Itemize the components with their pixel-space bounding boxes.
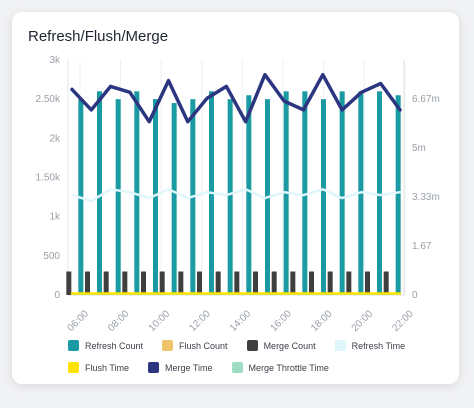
merge-count-bar	[141, 271, 146, 295]
legend-label: Refresh Count	[85, 340, 144, 351]
legend-label: Merge Count	[263, 340, 316, 351]
legend-item[interactable]: Flush Count	[162, 340, 228, 351]
y-right-tick-label: 0	[412, 290, 418, 301]
y-left-tick-label: 0	[54, 290, 60, 301]
refresh-count-bar	[153, 99, 158, 296]
y-right-tick-label: 6.67m	[412, 94, 440, 105]
refresh-count-bar	[171, 103, 177, 295]
legend-item[interactable]: Merge Count	[246, 340, 316, 351]
legend-item[interactable]: Flush Time	[68, 362, 129, 373]
merge-count-bar	[365, 271, 370, 295]
refresh-count-bar	[339, 91, 345, 295]
x-tick-label: 12:00	[187, 308, 213, 334]
refresh-count-bar	[321, 99, 326, 296]
x-tick-label: 16:00	[268, 308, 294, 334]
merge-count-bar	[309, 271, 314, 295]
refresh-time-line	[70, 188, 402, 203]
merge-count-bar	[122, 271, 128, 295]
legend-swatch	[148, 362, 160, 373]
y-left-tick-label: 3k	[49, 55, 61, 66]
legend-swatch	[162, 340, 174, 351]
refresh-count-bar	[115, 99, 121, 296]
merge-count-bar	[178, 271, 184, 295]
legend-swatch	[334, 340, 346, 351]
refresh-count-bar	[377, 91, 382, 295]
merge-count-bar	[103, 271, 109, 295]
legend-item[interactable]: Refresh Count	[68, 340, 143, 351]
merge-count-bar	[159, 271, 165, 295]
legend-item[interactable]: Merge Throttle Time	[231, 362, 329, 373]
merge-count-bar	[66, 271, 72, 295]
merge-count-bar	[346, 271, 352, 295]
legend-swatch	[231, 362, 243, 373]
merge-count-bar	[85, 271, 90, 295]
x-tick-label: 06:00	[65, 308, 91, 334]
merge-count-bar	[197, 271, 202, 295]
merge-count-bar	[383, 271, 389, 295]
legend-item[interactable]: Merge Time	[148, 362, 213, 373]
y-right-tick-label: 5m	[412, 143, 426, 154]
chart-card	[12, 12, 459, 384]
y-right-tick-label: 3.33m	[412, 192, 440, 203]
merge-time-line	[70, 72, 402, 124]
legend-label: Refresh Time	[351, 340, 406, 351]
legend-swatch	[68, 362, 79, 373]
y-left-tick-label: 2k	[49, 133, 61, 144]
x-tick-label: 14:00	[228, 308, 254, 334]
x-tick-label: 18:00	[309, 308, 335, 334]
y-right-tick-label: 1.67	[412, 241, 432, 252]
y-left-tick-label: 2.50k	[36, 94, 61, 105]
legend-swatch	[68, 340, 79, 351]
x-tick-label: 22:00	[390, 308, 416, 334]
chart-legend: Refresh Count Flush Count Merge Count Refre…	[68, 340, 428, 373]
legend-item[interactable]: Refresh Time	[334, 340, 406, 351]
y-left-tick-label: 1k	[49, 212, 61, 223]
refresh-count-bar	[246, 95, 252, 295]
x-tick-label: 10:00	[147, 308, 173, 334]
merge-count-bar	[234, 271, 240, 295]
x-tick-label: 08:00	[106, 308, 132, 334]
merge-count-bar	[290, 271, 296, 295]
merge-count-bar	[253, 271, 258, 295]
refresh-count-bar	[302, 91, 308, 295]
merge-count-bar	[271, 271, 277, 295]
legend-label: Merge Throttle Time	[248, 362, 329, 373]
chart-title: Refresh/Flush/Merge	[28, 28, 169, 45]
merge-count-bar	[215, 271, 221, 295]
y-left-tick-label: 1.50k	[36, 173, 61, 184]
x-tick-label: 20:00	[350, 308, 376, 334]
legend-label: Flush Count	[179, 340, 228, 351]
merge-count-bar	[327, 271, 333, 295]
legend-label: Flush Time	[85, 362, 130, 373]
refresh-count-bar	[395, 95, 401, 295]
y-left-tick-label: 500	[43, 251, 60, 262]
refresh-count-bar	[97, 91, 102, 295]
refresh-count-bar	[227, 99, 233, 296]
legend-swatch	[246, 340, 258, 351]
legend-label: Merge Time	[165, 362, 213, 373]
